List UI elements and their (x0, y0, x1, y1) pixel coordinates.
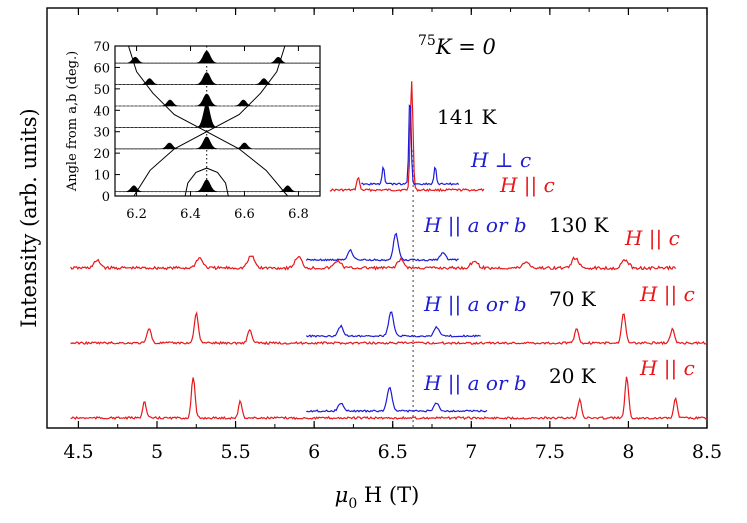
inset-y-tick-label: 50 (93, 83, 110, 98)
x-tick-label: 4.5 (63, 441, 93, 463)
inset-curve-upper-branch (128, 45, 288, 197)
inset-curve-lower-branch (133, 45, 286, 197)
spectrum-h-perp-3 (306, 386, 488, 413)
inset-x-tick-label: 6.6 (234, 207, 255, 222)
spectrum-h-perp-1 (305, 232, 459, 262)
inset-y-tick-label: 60 (93, 61, 110, 76)
temperature-label: 70 K (549, 287, 597, 311)
annotation-h-parallel-c: H || c (499, 173, 555, 198)
plot-frame (46, 7, 708, 429)
inset-y-tick-label: 20 (93, 147, 110, 162)
reference-label-main: K = 0 (435, 35, 496, 59)
annotation-h-ab-70: H || a or b (423, 292, 527, 317)
reference-label-sup: 75 (418, 33, 436, 49)
x-tick-label: 7 (465, 441, 477, 463)
x-tick-label: 8 (622, 441, 634, 463)
reference-label: 75K = 0 (418, 33, 496, 59)
x-tick-label: 6 (308, 441, 320, 463)
spectrum-h-parallel-c-0 (329, 81, 485, 193)
inset-curve-inner-arc (184, 167, 229, 197)
y-axis-label: Intensity (arb. units) (17, 108, 41, 327)
spectrum-h-perp-2 (305, 311, 481, 338)
inset-plot: 0 10 20 30 40 50 60 70 6.2 6.4 6.6 6.8 Angle from a,… (65, 40, 323, 222)
spectrum-h-perp-0 (361, 104, 460, 186)
spectrum-h-parallel-c-2 (70, 310, 708, 346)
x-tick-label: 6.5 (378, 441, 408, 463)
x-tick-label: 5 (151, 441, 163, 463)
inset-x-tick-label: 6.2 (126, 207, 147, 222)
x-axis-label: μ0 H (T) (335, 483, 420, 512)
inset-peak-profile (114, 136, 321, 150)
inset-frame (114, 45, 321, 197)
inset-y-tick-label: 0 (102, 190, 110, 205)
annotation-h-c-20: H || c (639, 356, 695, 381)
temperature-label: 130 K (549, 213, 610, 237)
spectrum-h-parallel-c-3 (70, 376, 708, 421)
chart-labels: Intensity (arb. units)μ0 H (T)75K = 0141… (17, 33, 695, 512)
annotation-h-ab-20: H || a or b (423, 371, 527, 396)
inset-peak-profile (114, 50, 321, 64)
x-axis-label-rest: H (T) (357, 483, 419, 507)
annotation-h-ab-130: H || a or b (423, 213, 527, 238)
inset-x-tick-label: 6.8 (288, 207, 309, 222)
inset-peak-profile (115, 93, 320, 107)
inset-x-tick-label: 6.4 (180, 207, 201, 222)
main-plot-area: 4.5 5 5.5 6 6.5 7 7.5 8 8.5 (46, 7, 722, 463)
inset-peak-profile (114, 102, 321, 128)
x-axis-label-mu: μ (335, 483, 349, 507)
annotation-h-c-70: H || c (639, 282, 695, 307)
inset-y-tick-label: 30 (93, 126, 110, 141)
annotation-h-perp-c: H ⊥ c (470, 148, 531, 172)
annotation-h-c-130: H || c (624, 226, 680, 251)
x-tick-label: 7.5 (535, 441, 565, 463)
inset-y-tick-label: 40 (93, 104, 110, 119)
x-tick-label: 5.5 (220, 441, 250, 463)
spectrum-h-parallel-c-1 (70, 255, 677, 271)
temperature-label: 20 K (549, 364, 597, 388)
inset-y-tick-label: 70 (93, 40, 110, 55)
inset-y-tick-label: 10 (93, 169, 110, 184)
x-tick-label: 8.5 (692, 441, 722, 463)
inset-y-axis-label: Angle from a,b (deg.) (65, 51, 80, 192)
inset-peak-profile (114, 72, 321, 85)
temperature-label: 141 K (437, 105, 498, 129)
x-axis-label-sub: 0 (348, 496, 357, 512)
inset-peak-profile (114, 179, 321, 193)
